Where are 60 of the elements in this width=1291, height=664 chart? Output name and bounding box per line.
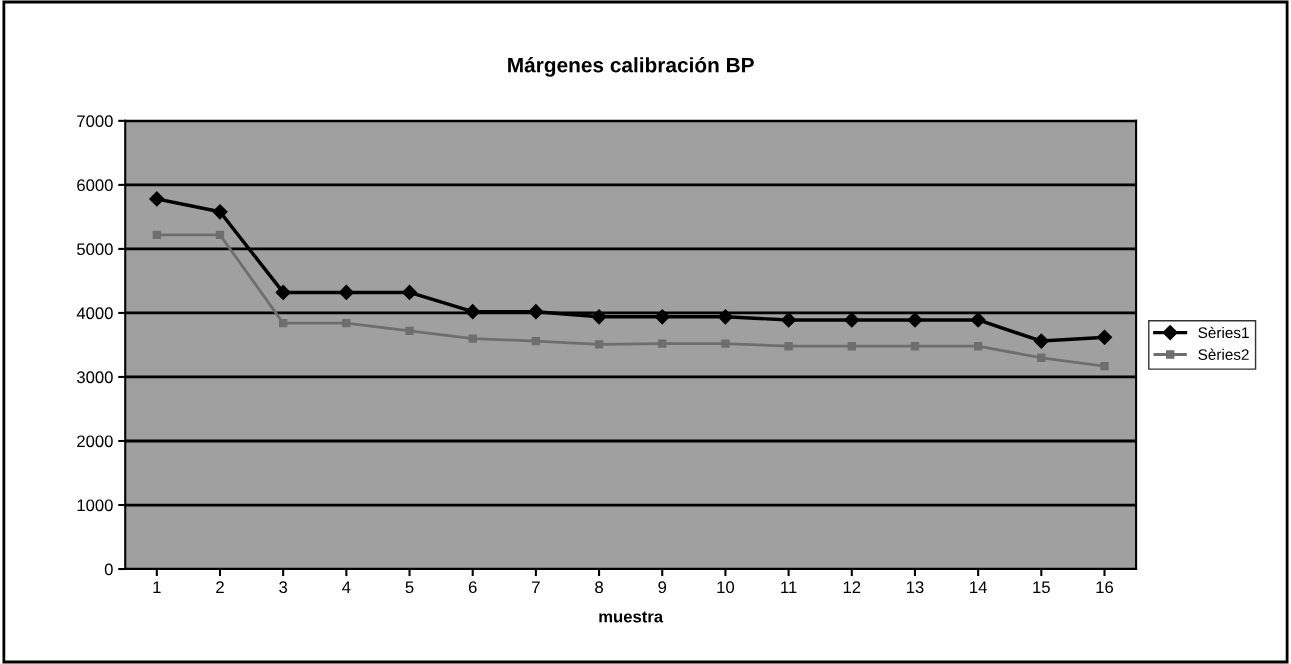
y-tick-label: 5000 <box>77 243 113 256</box>
x-tick-label: 1 <box>153 581 161 593</box>
x-tick-label: 14 <box>970 581 987 593</box>
x-tick-label: 15 <box>1033 581 1050 594</box>
x-tick-label: 6 <box>468 581 477 594</box>
point <box>1100 361 1109 371</box>
point <box>847 342 856 351</box>
legend-label: Sèries2 <box>1198 348 1249 360</box>
x-tick-label: 11 <box>781 581 797 593</box>
legend-label: Sèries1 <box>1198 326 1249 339</box>
point <box>215 230 225 239</box>
y-tick-label: 0 <box>104 563 113 576</box>
point <box>781 312 797 328</box>
x-tick-label: 10 <box>717 581 735 594</box>
point <box>658 339 667 348</box>
y-tick-label: 7000 <box>77 115 113 128</box>
point <box>654 309 670 325</box>
point <box>1096 329 1113 345</box>
point <box>528 304 544 320</box>
point <box>907 312 923 328</box>
y-tick-label: 3000 <box>76 371 113 384</box>
x-tick-label: 3 <box>279 581 288 594</box>
point <box>465 304 481 320</box>
point <box>970 312 986 328</box>
x-tick-label: 4 <box>342 581 351 593</box>
x-tick-label: 2 <box>216 581 224 593</box>
point <box>275 284 291 301</box>
x-axis-title: muestra <box>599 611 664 623</box>
point <box>973 342 983 351</box>
point <box>279 319 288 328</box>
x-tick-label: 12 <box>843 581 861 593</box>
point <box>149 191 165 207</box>
point <box>212 204 228 220</box>
point <box>152 230 161 239</box>
x-tick-label: 13 <box>906 581 924 594</box>
y-tick-label: 2000 <box>77 435 113 448</box>
point <box>844 312 860 328</box>
chart-title: Márgenes calibración BP <box>508 56 754 77</box>
point <box>784 342 793 351</box>
point <box>401 284 418 301</box>
point <box>1033 333 1049 349</box>
x-tick-label: 16 <box>1096 581 1114 594</box>
point <box>591 309 607 325</box>
point <box>717 309 733 325</box>
x-tick-label: 7 <box>532 581 540 593</box>
point <box>721 339 730 348</box>
point <box>531 336 541 346</box>
point <box>468 334 477 343</box>
y-tick-label: 1000 <box>77 499 113 512</box>
point <box>405 326 414 336</box>
point <box>1037 353 1046 362</box>
x-tick-label: 9 <box>658 581 667 594</box>
x-tick-label: 8 <box>595 581 603 594</box>
point <box>594 340 604 349</box>
x-tick-label: 5 <box>405 581 414 594</box>
y-tick-label: 4000 <box>76 307 113 320</box>
y-tick-label: 6000 <box>77 179 113 192</box>
point <box>338 284 354 301</box>
point <box>910 342 920 351</box>
point <box>342 319 351 328</box>
